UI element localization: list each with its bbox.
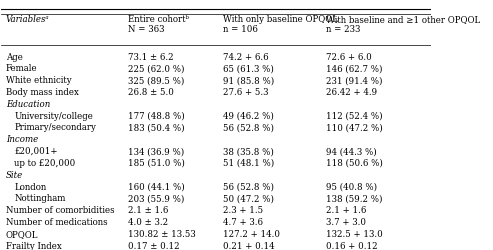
Text: 0.21 + 0.14: 0.21 + 0.14 — [223, 242, 274, 250]
Text: Body mass index: Body mass index — [6, 88, 78, 97]
Text: 4.7 + 3.6: 4.7 + 3.6 — [223, 218, 263, 227]
Text: 132.5 + 13.0: 132.5 + 13.0 — [326, 230, 383, 239]
Text: 185 (51.0 %): 185 (51.0 %) — [128, 159, 185, 168]
Text: 2.1 ± 1.6: 2.1 ± 1.6 — [128, 206, 169, 215]
Text: Primary/secondary: Primary/secondary — [14, 124, 96, 132]
Text: 325 (89.5 %): 325 (89.5 %) — [128, 76, 184, 85]
Text: 177 (48.8 %): 177 (48.8 %) — [128, 112, 185, 120]
Text: 26.42 + 4.9: 26.42 + 4.9 — [326, 88, 377, 97]
Text: Number of comorbidities: Number of comorbidities — [6, 206, 114, 215]
Text: Site: Site — [6, 171, 23, 180]
Text: 50 (47.2 %): 50 (47.2 %) — [223, 194, 274, 203]
Text: N = 363: N = 363 — [128, 25, 165, 34]
Text: Entire cohortᵇ: Entire cohortᵇ — [128, 15, 189, 24]
Text: 134 (36.9 %): 134 (36.9 %) — [128, 147, 184, 156]
Text: Number of medications: Number of medications — [6, 218, 107, 227]
Text: With baseline and ≥1 other OPQOL: With baseline and ≥1 other OPQOL — [326, 15, 480, 24]
Text: 56 (52.8 %): 56 (52.8 %) — [223, 124, 274, 132]
Text: n = 106: n = 106 — [223, 25, 257, 34]
Text: Education: Education — [6, 100, 50, 109]
Text: 49 (46.2 %): 49 (46.2 %) — [223, 112, 274, 120]
Text: 27.6 + 5.3: 27.6 + 5.3 — [223, 88, 268, 97]
Text: 72.6 + 6.0: 72.6 + 6.0 — [326, 52, 371, 62]
Text: 51 (48.1 %): 51 (48.1 %) — [223, 159, 274, 168]
Text: 146 (62.7 %): 146 (62.7 %) — [326, 64, 382, 73]
Text: 2.3 + 1.5: 2.3 + 1.5 — [223, 206, 263, 215]
Text: Age: Age — [6, 52, 23, 62]
Text: 74.2 + 6.6: 74.2 + 6.6 — [223, 52, 268, 62]
Text: 0.17 ± 0.12: 0.17 ± 0.12 — [128, 242, 180, 250]
Text: 183 (50.4 %): 183 (50.4 %) — [128, 124, 185, 132]
Text: Variablesᵃ: Variablesᵃ — [6, 15, 49, 24]
Text: 138 (59.2 %): 138 (59.2 %) — [326, 194, 382, 203]
Text: 26.8 ± 5.0: 26.8 ± 5.0 — [128, 88, 174, 97]
Text: 91 (85.8 %): 91 (85.8 %) — [223, 76, 274, 85]
Text: up to £20,000: up to £20,000 — [14, 159, 75, 168]
Text: 118 (50.6 %): 118 (50.6 %) — [326, 159, 383, 168]
Text: White ethnicity: White ethnicity — [6, 76, 71, 85]
Text: Frailty Index: Frailty Index — [6, 242, 62, 250]
Text: 4.0 ± 3.2: 4.0 ± 3.2 — [128, 218, 168, 227]
Text: 203 (55.9 %): 203 (55.9 %) — [128, 194, 184, 203]
Text: 112 (52.4 %): 112 (52.4 %) — [326, 112, 383, 120]
Text: University/college: University/college — [14, 112, 93, 120]
Text: With only baseline OPQOL: With only baseline OPQOL — [223, 15, 338, 24]
Text: 231 (91.4 %): 231 (91.4 %) — [326, 76, 382, 85]
Text: OPQOL: OPQOL — [6, 230, 38, 239]
Text: Income: Income — [6, 135, 38, 144]
Text: 225 (62.0 %): 225 (62.0 %) — [128, 64, 184, 73]
Text: 130.82 ± 13.53: 130.82 ± 13.53 — [128, 230, 196, 239]
Text: 95 (40.8 %): 95 (40.8 %) — [326, 182, 377, 192]
Text: 110 (47.2 %): 110 (47.2 %) — [326, 124, 383, 132]
Text: London: London — [14, 182, 46, 192]
Text: n = 233: n = 233 — [326, 25, 360, 34]
Text: 56 (52.8 %): 56 (52.8 %) — [223, 182, 274, 192]
Text: Nottingham: Nottingham — [14, 194, 66, 203]
Text: 94 (44.3 %): 94 (44.3 %) — [326, 147, 377, 156]
Text: 73.1 ± 6.2: 73.1 ± 6.2 — [128, 52, 174, 62]
Text: 127.2 + 14.0: 127.2 + 14.0 — [223, 230, 280, 239]
Text: 3.7 + 3.0: 3.7 + 3.0 — [326, 218, 366, 227]
Text: 0.16 + 0.12: 0.16 + 0.12 — [326, 242, 377, 250]
Text: 38 (35.8 %): 38 (35.8 %) — [223, 147, 274, 156]
Text: 2.1 + 1.6: 2.1 + 1.6 — [326, 206, 366, 215]
Text: £20,001+: £20,001+ — [14, 147, 58, 156]
Text: 160 (44.1 %): 160 (44.1 %) — [128, 182, 185, 192]
Text: Female: Female — [6, 64, 37, 73]
Text: 65 (61.3 %): 65 (61.3 %) — [223, 64, 274, 73]
